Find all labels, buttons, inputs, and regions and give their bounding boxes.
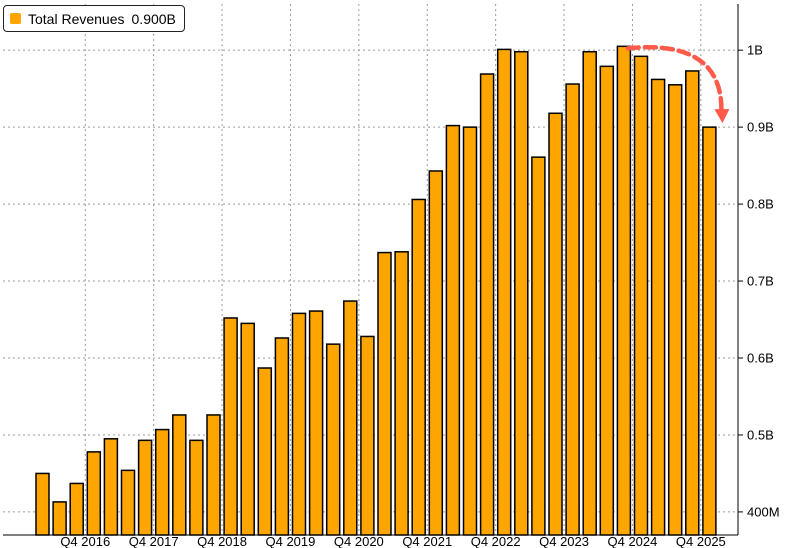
x-tick-label: Q4 2023 xyxy=(539,534,589,548)
bar xyxy=(411,198,426,536)
bar xyxy=(582,50,597,536)
bar xyxy=(257,367,273,536)
bars xyxy=(35,45,717,536)
bar xyxy=(616,45,632,536)
y-tick-label: 0.6B xyxy=(747,351,774,366)
bar xyxy=(274,337,290,536)
bar xyxy=(650,78,666,536)
bar xyxy=(565,83,580,536)
bar xyxy=(394,251,409,536)
bar xyxy=(531,156,546,536)
y-tick-label: 0.7B xyxy=(747,274,774,289)
bar xyxy=(599,65,615,536)
y-tick-label: 0.9B xyxy=(747,120,774,135)
bar xyxy=(154,428,170,536)
bar xyxy=(103,438,119,536)
y-tick-label: 400M xyxy=(747,504,780,519)
bar xyxy=(445,124,461,536)
bar xyxy=(685,70,700,536)
x-tick-label: Q4 2018 xyxy=(197,534,247,548)
bar xyxy=(206,414,221,536)
bar xyxy=(35,472,50,536)
x-tick-label: Q4 2024 xyxy=(608,534,658,548)
axes xyxy=(3,4,739,536)
bar xyxy=(291,312,307,536)
bar xyxy=(548,112,563,536)
bar xyxy=(86,451,102,536)
legend: Total Revenues 0.900B xyxy=(3,5,185,32)
bar xyxy=(428,170,444,536)
bar xyxy=(137,439,153,536)
bar xyxy=(120,469,136,536)
legend-swatch xyxy=(10,13,21,24)
bar xyxy=(633,55,649,536)
y-tick-label: 1B xyxy=(747,43,763,58)
bar xyxy=(325,343,341,536)
bar xyxy=(343,300,358,536)
legend-value: 0.900B xyxy=(131,10,176,27)
x-tick-label: Q4 2017 xyxy=(129,534,179,548)
legend-label: Total Revenues xyxy=(28,10,125,27)
trend-arrow xyxy=(625,44,730,124)
grid-lines xyxy=(3,4,738,535)
bar xyxy=(514,50,529,536)
bar xyxy=(479,73,495,536)
bar xyxy=(496,48,512,536)
bar xyxy=(360,335,375,536)
bar xyxy=(377,251,392,536)
x-tick-label: Q4 2020 xyxy=(334,534,384,548)
bar xyxy=(69,482,84,536)
y-tick-labels: 400M 0.5B 0.6B 0.7B 0.8B 0.9B 1B xyxy=(738,43,780,519)
x-tick-label: Q4 2019 xyxy=(266,534,316,548)
trend-arrow-path xyxy=(625,44,724,116)
trend-arrow-head xyxy=(714,109,730,124)
y-tick-label: 0.8B xyxy=(747,197,774,212)
bar xyxy=(667,84,683,536)
bar xyxy=(308,310,324,536)
bar xyxy=(172,414,187,536)
x-tick-label: Q4 2022 xyxy=(471,534,521,548)
x-tick-label: Q4 2025 xyxy=(676,534,726,548)
bar xyxy=(462,126,478,536)
y-tick-label: 0.5B xyxy=(747,427,774,442)
bar xyxy=(52,501,67,536)
bar xyxy=(189,439,204,536)
x-tick-label: Q4 2021 xyxy=(402,534,452,548)
bar xyxy=(223,317,238,536)
bar xyxy=(240,322,255,536)
x-tick-labels: Q4 2016 Q4 2017 Q4 2018 Q4 2019 Q4 2020 Q4 20… xyxy=(60,534,725,548)
bar xyxy=(702,126,717,536)
x-tick-label: Q4 2016 xyxy=(60,534,110,548)
